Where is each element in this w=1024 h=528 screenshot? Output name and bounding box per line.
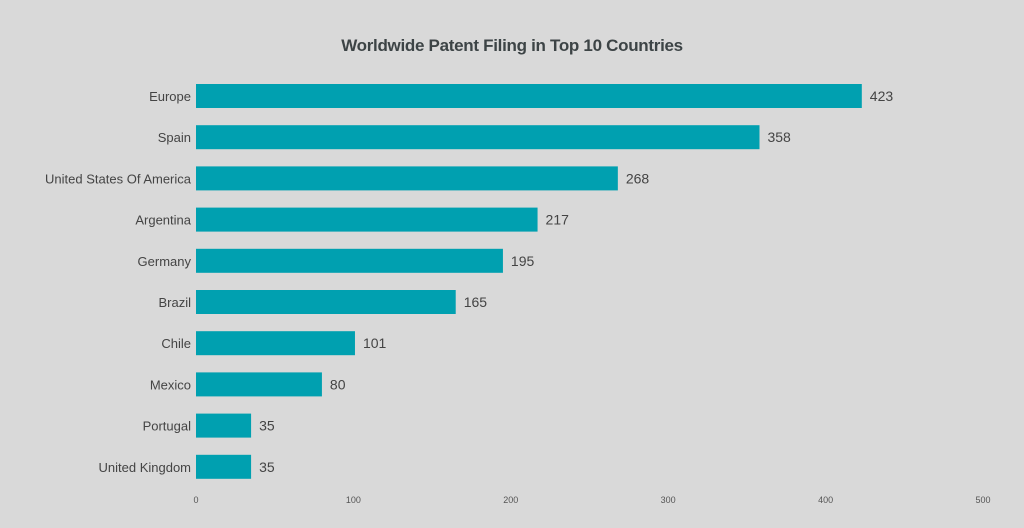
- x-tick-label: 100: [346, 495, 361, 505]
- bar: [196, 413, 252, 438]
- data-label: 268: [626, 170, 650, 186]
- category-label: United States Of America: [45, 171, 192, 186]
- data-label: 101: [363, 335, 387, 351]
- bar: [196, 207, 538, 232]
- bar: [196, 166, 618, 191]
- bar: [196, 248, 503, 273]
- x-tick-label: 300: [661, 495, 676, 505]
- data-label: 217: [546, 212, 570, 228]
- category-label: Europe: [149, 89, 191, 104]
- data-label: 35: [259, 459, 275, 475]
- bar: [196, 372, 322, 397]
- data-label: 80: [330, 376, 346, 392]
- x-tick-label: 200: [503, 495, 518, 505]
- x-tick-label: 0: [193, 495, 198, 505]
- data-label: 195: [511, 253, 535, 269]
- category-label: Argentina: [135, 213, 191, 228]
- category-label: Mexico: [150, 377, 191, 392]
- data-label: 35: [259, 418, 275, 434]
- x-tick-label: 400: [818, 495, 833, 505]
- data-label: 165: [464, 294, 488, 310]
- bar: [196, 290, 456, 314]
- bar: [196, 331, 355, 356]
- x-tick-label: 500: [975, 495, 990, 505]
- category-label: Portugal: [143, 419, 192, 434]
- bar: [196, 454, 252, 479]
- category-label: Brazil: [158, 295, 191, 310]
- data-label: 423: [870, 88, 894, 104]
- chart-title: Worldwide Patent Filing in Top 10 Countr…: [341, 36, 683, 55]
- bar: [196, 84, 862, 108]
- category-label: Germany: [138, 254, 192, 269]
- bar: [196, 125, 760, 150]
- data-label: 358: [767, 129, 791, 145]
- category-label: United Kingdom: [99, 460, 192, 475]
- category-label: Spain: [158, 130, 191, 145]
- category-label: Chile: [161, 336, 191, 351]
